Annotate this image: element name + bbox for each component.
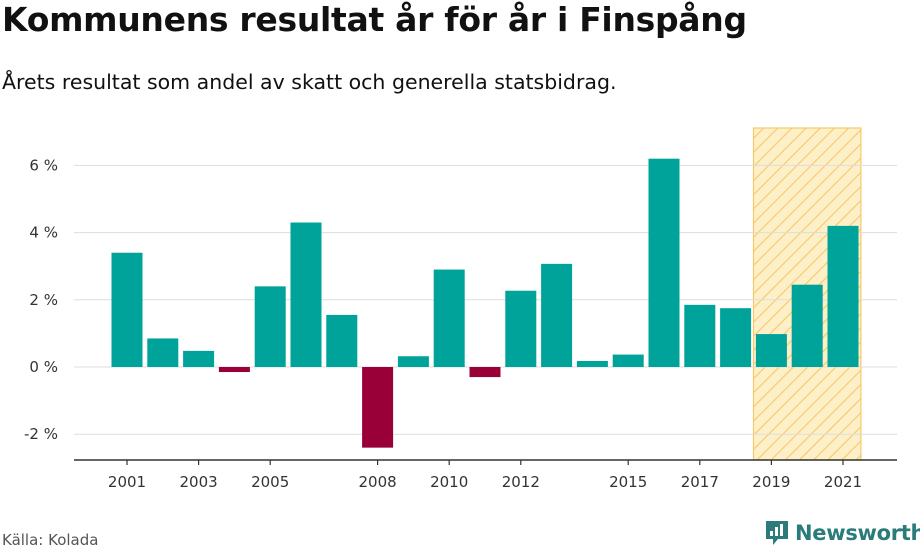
y-tick-label: 6 %	[29, 156, 58, 174]
x-tick-label: 2017	[681, 473, 719, 491]
newsworthy-chart-icon	[766, 521, 788, 545]
y-tick-label: -2 %	[24, 425, 58, 443]
x-tick-label: 2015	[609, 473, 647, 491]
x-tick-label: 2005	[251, 473, 289, 491]
bar-2021	[827, 225, 859, 367]
bar-2010	[433, 269, 465, 367]
bar-2017	[684, 304, 716, 367]
brand-name: Newsworthy	[795, 521, 920, 545]
y-tick-label: 2 %	[29, 291, 58, 309]
newsworthy-logo[interactable]: Newsworthy	[764, 519, 920, 547]
bar-2016	[648, 158, 680, 367]
bar-2011	[469, 367, 501, 378]
x-tick-label: 2021	[824, 473, 862, 491]
x-tick-label: 2012	[502, 473, 540, 491]
bar-2005	[254, 286, 286, 367]
y-tick-label: 0 %	[29, 358, 58, 376]
bar-2008	[362, 367, 394, 448]
bar-2013	[541, 263, 573, 367]
x-tick-label: 2019	[752, 473, 790, 491]
x-tick-label: 2010	[430, 473, 468, 491]
bar-2019	[755, 334, 787, 367]
bar-2009	[397, 356, 429, 367]
bar-2020	[791, 284, 823, 367]
bar-2012	[505, 290, 537, 367]
x-tick-label: 2008	[359, 473, 397, 491]
chart-subtitle: Årets resultat som andel av skatt och ge…	[2, 70, 617, 94]
bar-2014	[576, 360, 608, 367]
x-tick-label: 2001	[108, 473, 146, 491]
bar-2018	[720, 308, 752, 367]
chart-title: Kommunens resultat år för år i Finspång	[2, 0, 747, 39]
y-tick-label: 4 %	[29, 224, 58, 242]
bar-2004	[218, 367, 250, 373]
source-note: Källa: Kolada	[2, 531, 99, 549]
bar-2003	[183, 350, 215, 367]
bar-2007	[326, 314, 358, 367]
bar-2015	[612, 354, 644, 367]
bar-2002	[147, 338, 179, 367]
x-tick-label: 2003	[180, 473, 218, 491]
bar-2006	[290, 222, 322, 367]
bar-2001	[111, 252, 143, 367]
